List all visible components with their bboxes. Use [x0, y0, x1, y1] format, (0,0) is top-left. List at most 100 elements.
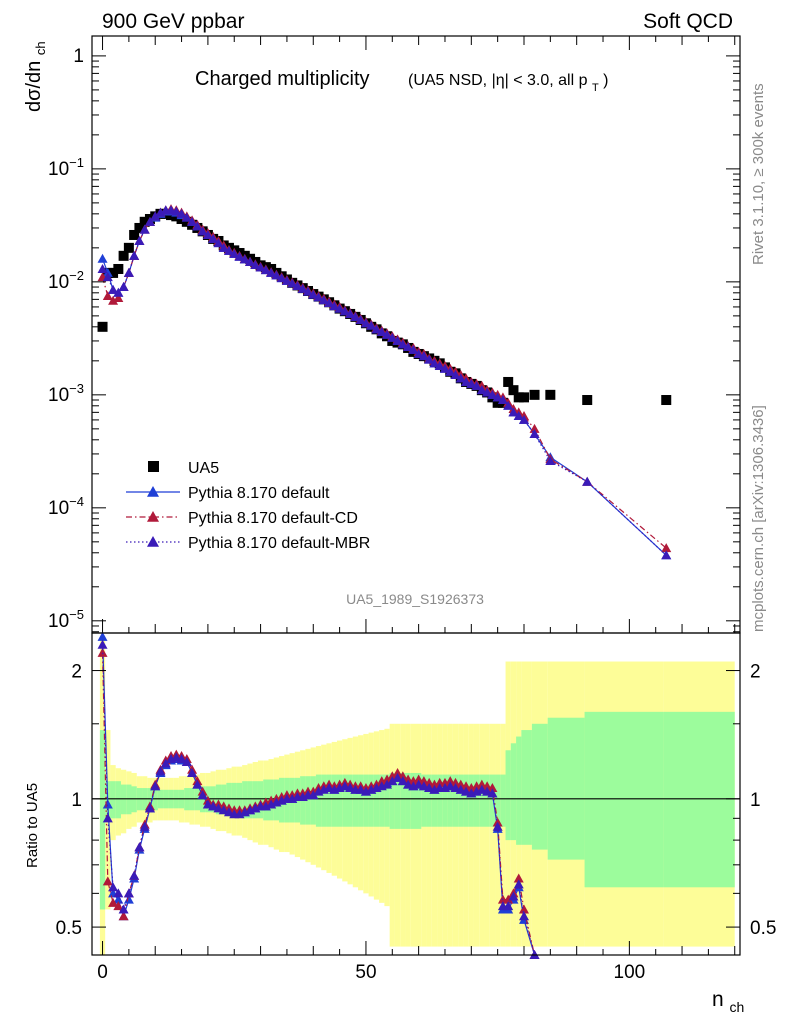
ratio-band-bin: [489, 723, 496, 947]
ratio-band-bin: [437, 723, 443, 947]
ratio-band-bin: [463, 723, 469, 947]
ratio-band-bin: [342, 774, 348, 827]
ratio-band-bin: [473, 774, 480, 827]
mc-point: [661, 543, 672, 553]
rivet-label: Rivet 3.1.10, ≥ 300k events: [750, 83, 767, 265]
mc-point: [503, 400, 514, 410]
mc-point: [129, 250, 140, 260]
ratio-y-ticks: 2 2 1 1 0.5 0.5: [56, 662, 777, 940]
ratio-point: [134, 842, 145, 852]
ratio-y-tick-label-right: 1: [750, 790, 761, 811]
legend-label: UA5: [188, 460, 219, 477]
ratio-band-bin: [510, 743, 517, 841]
ratio-point: [461, 786, 472, 796]
ratio-band-bin: [110, 781, 116, 819]
mc-point: [439, 363, 450, 373]
ratio-point: [187, 767, 198, 777]
legend-label: Pythia 8.170 default-CD: [188, 510, 358, 527]
mc-point: [429, 358, 440, 368]
ratio-band-bin: [352, 774, 359, 827]
ratio-point: [155, 766, 166, 776]
mc-point: [218, 242, 229, 252]
ratio-point: [144, 803, 155, 813]
ratio-band-bin: [394, 772, 401, 829]
ratio-point: [487, 788, 498, 798]
mc-point: [202, 229, 213, 239]
data-point: [582, 395, 593, 406]
mc-point: [313, 292, 324, 302]
data-point: [113, 263, 124, 274]
ratio-band-bin: [416, 723, 422, 947]
data-point: [118, 250, 129, 261]
data-point: [519, 392, 529, 403]
ratio-point: [113, 894, 124, 904]
ratio-point: [387, 776, 398, 786]
ratio-band-bin: [452, 723, 459, 947]
ratio-point: [223, 807, 234, 817]
ratio-band-bin: [242, 781, 248, 819]
mc-point: [461, 376, 472, 386]
mc-point: [529, 423, 540, 433]
ratio-band-bin: [336, 774, 343, 827]
main-y-tick-base: 10: [48, 272, 69, 293]
mc-point: [408, 344, 419, 354]
ratio-band-bin: [347, 774, 353, 827]
mc-point: [334, 303, 345, 313]
ratio-band-bin: [331, 774, 337, 827]
ratio-band-bin: [516, 736, 522, 845]
main-y-tick-label: 1: [73, 46, 84, 67]
mc-point: [176, 208, 187, 218]
mc-point: [266, 267, 277, 277]
ratio-band-bin: [421, 723, 427, 947]
mc-point: [329, 301, 340, 311]
ratio-point: [160, 758, 171, 768]
analysis-label: UA5_1989_S1926373: [346, 591, 484, 607]
ratio-point: [213, 803, 224, 813]
ratio-point: [118, 911, 129, 921]
ratio-band-bin: [373, 774, 380, 827]
ratio-point: [513, 873, 524, 883]
ratio-point: [392, 767, 403, 777]
mc-point: [287, 278, 298, 288]
legend-item: Pythia 8.170 default-MBR: [126, 535, 370, 552]
mc-point: [250, 260, 261, 270]
main-subtitle: (UA5 NSD, |η| < 3.0, all p T ): [408, 72, 608, 95]
ratio-point: [102, 876, 113, 886]
legend: UA5 Pythia 8.170 default Pythia 8.170 defa…: [126, 460, 370, 552]
main-x-ticks: [102, 36, 736, 633]
mc-point: [382, 329, 393, 339]
mc-point: [97, 253, 108, 263]
data-point: [97, 321, 108, 332]
ratio-point: [197, 790, 208, 800]
ratio-point: [192, 779, 203, 789]
ratio-band-bin: [236, 782, 243, 817]
mc-point: [371, 324, 382, 334]
ratio-band-bin: [547, 717, 585, 860]
main-y-tick-exp: −1: [69, 155, 84, 170]
main-y-label: dσ/dn ch: [23, 41, 48, 112]
ratio-point: [382, 779, 393, 789]
legend-label: Pythia 8.170 default: [188, 485, 330, 502]
data-point: [134, 222, 145, 233]
ratio-band-bin: [305, 776, 311, 825]
mc-point: [150, 211, 161, 221]
ratio-band-bin: [368, 774, 374, 827]
mc-point: [545, 455, 556, 465]
mc-point: [281, 275, 292, 285]
ratio-point: [503, 901, 514, 911]
ratio-band-bin: [358, 774, 364, 827]
data-point: [123, 242, 134, 253]
main-y-tick-exp: −2: [69, 268, 84, 283]
data-point: [503, 376, 514, 387]
legend-marker: [147, 511, 159, 522]
mc-point: [197, 226, 208, 236]
legend-item: Pythia 8.170 default: [126, 485, 330, 502]
data-point: [181, 216, 192, 227]
ratio-band-bin: [426, 774, 432, 827]
ratio-band-bin: [468, 774, 474, 827]
data-point: [529, 389, 540, 400]
ratio-panel: 2 2 1 1 0.5 0.5 0 50 100 Ratio to UA5 n ch: [24, 631, 777, 1015]
ratio-point: [176, 754, 187, 764]
mc-point: [208, 233, 219, 243]
ratio-band-bin: [479, 774, 485, 827]
